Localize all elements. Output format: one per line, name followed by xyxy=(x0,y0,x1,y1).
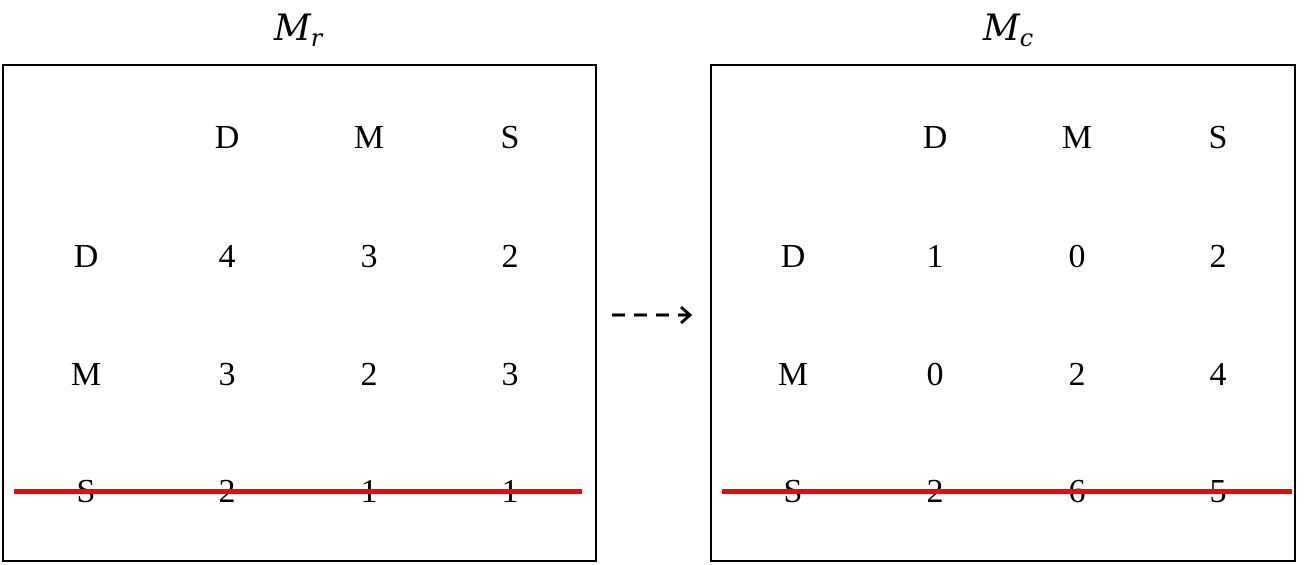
strikethrough-line xyxy=(14,489,582,494)
matrix-title: Mr xyxy=(273,8,323,52)
column-header: S xyxy=(500,119,520,156)
row-label: D xyxy=(780,238,806,275)
matrix-cell: 3 xyxy=(360,238,378,275)
column-header: S xyxy=(1208,119,1228,156)
matrix-cell: 2 xyxy=(1068,356,1086,393)
column-header: D xyxy=(922,119,948,156)
matrix-cell: 0 xyxy=(926,356,944,393)
matrix-cell: 2 xyxy=(1209,238,1227,275)
matrix-cell: 2 xyxy=(501,238,519,275)
matrix-cell: 3 xyxy=(501,356,519,393)
strikethrough-line xyxy=(722,489,1292,494)
matrix-cell: 0 xyxy=(1068,238,1086,275)
column-header: D xyxy=(214,119,240,156)
row-label: M xyxy=(777,356,809,393)
column-header: M xyxy=(353,119,385,156)
matrix-cell: 2 xyxy=(360,356,378,393)
matrix-cell: 3 xyxy=(218,356,236,393)
matrix-title: Mc xyxy=(982,8,1034,52)
matrix-cell: 4 xyxy=(218,238,236,275)
row-label: D xyxy=(73,238,99,275)
matrix-box xyxy=(710,64,1296,562)
column-header: M xyxy=(1061,119,1093,156)
row-label: M xyxy=(70,356,102,393)
matrix-cell: 1 xyxy=(926,238,944,275)
matrix-box xyxy=(2,64,597,562)
matrix-cell: 4 xyxy=(1209,356,1227,393)
